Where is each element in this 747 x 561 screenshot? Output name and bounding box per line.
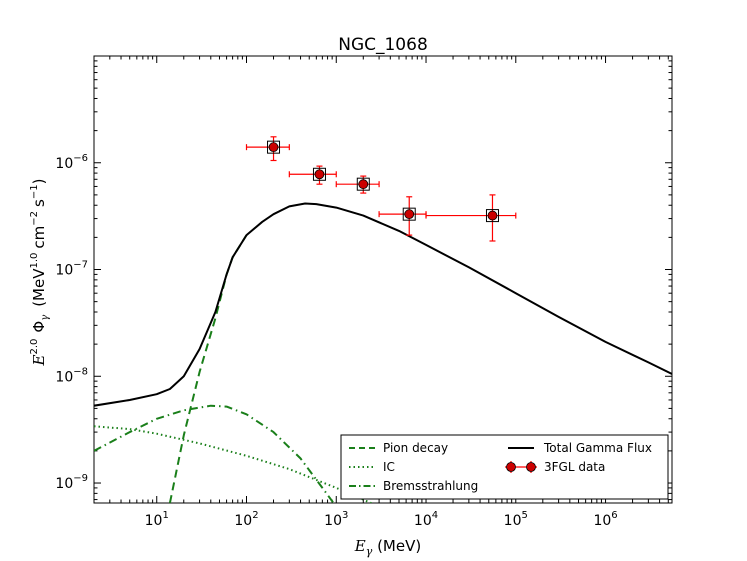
legend-label-brems: Bremsstrahlung — [383, 479, 478, 493]
x-tick-label: 101 — [145, 510, 169, 529]
legend-label-3fgl: 3FGL data — [544, 460, 605, 474]
x-tick-label: 103 — [324, 510, 348, 529]
data-point-3fgl — [335, 175, 380, 194]
data-point-3fgl — [245, 136, 290, 162]
chart-title: NGC_1068 — [338, 35, 428, 55]
axis-ticks: 101 102 103 104 105 106 10−9 10−8 10−7 10−6 — [55, 55, 672, 529]
y-tick-label: 10−8 — [55, 366, 88, 385]
data-point-3fgl — [378, 196, 427, 236]
y-tick-label: 10−9 — [55, 473, 88, 492]
legend-label-total: Total Gamma Flux — [543, 441, 652, 455]
legend-label-pion: Pion decay — [383, 441, 448, 455]
series-line-ic — [94, 425, 374, 503]
legend: Pion decay IC Bremsstrahlung Total Gamma… — [340, 434, 669, 500]
legend-label-ic: IC — [383, 460, 395, 474]
y-tick-label: 10−6 — [55, 153, 88, 172]
y-axis-label: E2.0Φγ(MeV1.0cm−2s−1) — [29, 179, 51, 367]
data-point-3fgl — [425, 194, 517, 242]
series-line-total-gamma-flux — [94, 202, 672, 407]
data-points — [245, 136, 517, 242]
legend-swatch-3fgl — [505, 461, 537, 473]
x-tick-label: 102 — [234, 510, 258, 529]
y-tick-label: 10−7 — [55, 260, 88, 279]
series-line-pion-decay — [168, 234, 248, 503]
x-tick-label: 105 — [504, 510, 528, 529]
x-tick-label: 106 — [593, 510, 617, 529]
x-tick-label: 104 — [414, 510, 438, 529]
legend-box — [340, 434, 669, 500]
data-point-3fgl — [288, 165, 337, 185]
series-line-bremsstrahlung — [94, 404, 335, 503]
x-axis-label: Eγ (MeV) — [354, 537, 421, 558]
